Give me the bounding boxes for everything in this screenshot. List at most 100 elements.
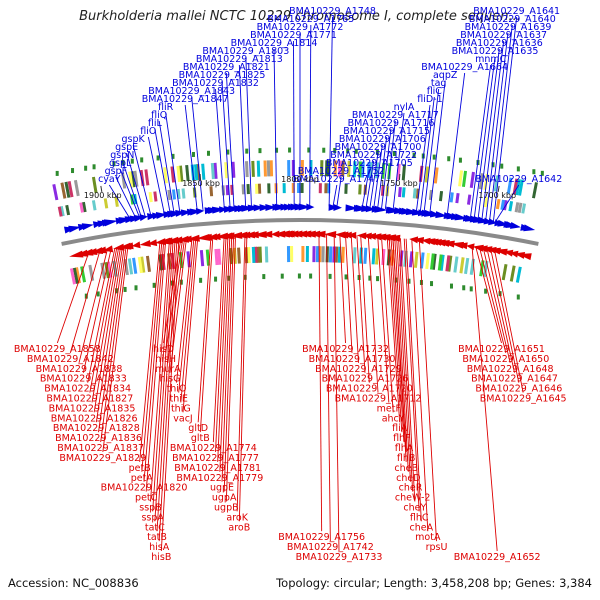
gene-label[interactable]: BMA10229_A1843 (148, 86, 235, 97)
gene-label[interactable]: ugpE (210, 483, 234, 494)
gene-label[interactable]: BMA10229_A1647 (471, 374, 558, 385)
gene-label[interactable]: BMA10229_A1748 (289, 6, 376, 17)
gene-label[interactable]: flhB (397, 453, 416, 464)
gene-label[interactable]: BMA10229_A1716 (348, 118, 435, 129)
gene-label[interactable]: BMA10229_A1635 (452, 46, 539, 57)
gene-label[interactable]: BMA10229_A1828 (53, 423, 140, 434)
gene-label[interactable]: BMA10229_A1730 (309, 354, 396, 365)
gene-label[interactable]: fliO (140, 126, 156, 137)
gene-label[interactable]: tag (431, 78, 447, 89)
gene-label[interactable]: BMA10229_A1645 (480, 394, 567, 405)
gene-label[interactable]: fliD-1 (417, 94, 442, 105)
gene-label[interactable]: thiO (167, 384, 187, 395)
gene-label[interactable]: BMA10229_A1652 (454, 552, 541, 563)
gene-label[interactable]: gspE (115, 142, 138, 153)
gene-label[interactable]: BMA10229_A1640 (469, 14, 556, 25)
gene-label[interactable]: cheR (399, 483, 423, 494)
gene-label[interactable]: petA (131, 473, 154, 484)
gene-label[interactable]: BMA10229_A1756 (278, 532, 365, 543)
gene-label[interactable]: BMA10229_A1814 (231, 38, 318, 49)
gene-label[interactable]: BMA10229_A1835 (49, 403, 136, 414)
gene-label[interactable]: BMA10229_A1700 (335, 142, 422, 153)
gene-label[interactable]: cheA (410, 522, 434, 533)
gene-label[interactable]: gltD (188, 423, 208, 434)
gene-label[interactable]: BMA10229_A1825 (179, 70, 266, 81)
gene-label[interactable]: tatC (145, 522, 165, 533)
gene-label[interactable]: hisD (153, 344, 174, 355)
gene-label[interactable]: BMA10229_A1715 (343, 126, 430, 137)
gene-label[interactable]: BMA10229_A1779 (176, 473, 263, 484)
gene-label[interactable]: murA (155, 364, 181, 375)
gene-label[interactable]: BMA10229_A1712 (335, 394, 422, 405)
gene-label[interactable]: BMA10229_A1639 (465, 22, 552, 33)
gene-label[interactable]: ugpB (214, 502, 239, 513)
gene-label[interactable]: BMA10229_A1742 (287, 542, 374, 553)
gene-label[interactable]: flhF (393, 433, 410, 444)
gene-label[interactable]: BMA10229_A1781 (174, 463, 261, 474)
gene-label[interactable]: BMA10229_A1664 (421, 62, 508, 73)
gene-label[interactable]: BMA10229_A1813 (196, 54, 283, 65)
gene-label[interactable]: rpsU (426, 542, 448, 553)
gene-label[interactable]: aroB (228, 522, 250, 533)
gene-label[interactable]: BMA10229_A1833 (40, 374, 127, 385)
gene-label[interactable]: BMA10229_A1706 (339, 134, 426, 145)
gene-label[interactable]: flhC (410, 512, 429, 523)
gene-label[interactable]: petB (129, 463, 151, 474)
gene-label[interactable]: cheD (396, 473, 420, 484)
gene-label[interactable]: aroK (226, 512, 248, 523)
gene-label[interactable]: BMA10229_A1834 (44, 384, 131, 395)
gene-label[interactable]: motA (415, 532, 441, 543)
gene-label[interactable]: BMA10229_A1803 (202, 46, 289, 57)
gene-label[interactable]: hisH (155, 354, 176, 365)
gene-label[interactable]: cheW-2 (395, 493, 431, 504)
gene-label[interactable]: BMA10229_A1650 (462, 354, 549, 365)
gene-label[interactable]: aqpZ (433, 70, 458, 81)
gene-label[interactable]: BMA10229_A1832 (172, 78, 259, 89)
gene-label[interactable]: BMA10229_A1637 (460, 30, 547, 41)
gene-label[interactable]: BMA10229_A1636 (456, 38, 543, 49)
gene-label[interactable]: gspF (105, 166, 127, 177)
gene-label[interactable]: BMA10229_A1838 (36, 364, 123, 375)
gene-label[interactable]: BMA10229_A1642 (475, 174, 562, 185)
gene-label[interactable]: BMA10229_A1836 (55, 433, 142, 444)
gene-label[interactable]: hisB (151, 552, 171, 563)
gene-label[interactable]: BMA10229_A1829 (59, 453, 146, 464)
gene-label[interactable]: fliC (427, 86, 443, 97)
gene-label[interactable]: sspB (139, 502, 161, 513)
gene-label[interactable]: BMA10229_A1717 (352, 110, 439, 121)
gene-label[interactable]: ahcY (382, 413, 405, 424)
gene-label[interactable]: mnmC (475, 54, 507, 65)
gene-label[interactable]: fliR (158, 102, 174, 113)
gene-label[interactable]: hisG (160, 374, 181, 385)
gene-label[interactable]: BMA10229_A1847 (142, 94, 229, 105)
gene-label[interactable]: BMA10229_A1777 (172, 453, 259, 464)
gene-label[interactable]: BMA10229_A1726 (322, 374, 409, 385)
gene-label[interactable]: thiG (171, 403, 191, 414)
gene-label[interactable]: BMA10229_A1720 (326, 384, 413, 395)
gene-label[interactable]: gspL (109, 158, 132, 169)
gene-label[interactable]: thiE (169, 394, 187, 405)
gene-label[interactable]: BMA10229_A1827 (46, 394, 133, 405)
gene-label[interactable]: fliL (148, 118, 163, 129)
gene-label[interactable]: BMA10229_A1646 (475, 384, 562, 395)
gene-label[interactable]: hisA (149, 542, 170, 553)
gene-label[interactable]: BMA10229_A1747 (293, 174, 380, 185)
gene-label[interactable]: petC (135, 493, 158, 504)
gene-label[interactable]: BMA10229_A1732 (302, 344, 389, 355)
gene-label[interactable]: BMA10229_A1837 (57, 443, 144, 454)
gene-label[interactable]: vacJ (173, 413, 192, 424)
gene-label[interactable]: tatB (147, 532, 167, 543)
gene-label[interactable]: BMA10229_A1705 (326, 158, 413, 169)
gene-label[interactable]: BMA10229_A1842 (27, 354, 114, 365)
gene-label[interactable]: nylA (394, 102, 415, 113)
gene-label[interactable]: ugpA (212, 493, 237, 504)
gene-label[interactable]: BMA10229_A1771 (250, 30, 337, 41)
gene-label[interactable]: BMA10229_A1752 (298, 166, 385, 177)
gene-label[interactable]: BMA10229_A1774 (170, 443, 257, 454)
gene-label[interactable]: cheB (394, 463, 418, 474)
gene-label[interactable]: BMA10229_A1722 (330, 150, 417, 161)
gene-label[interactable]: BMA10229_A1821 (183, 62, 270, 73)
gene-label[interactable]: sspA (141, 512, 164, 523)
gene-label[interactable]: BMA10229_A1729 (315, 364, 402, 375)
gene-label[interactable]: BMA10229_A1733 (296, 552, 383, 563)
